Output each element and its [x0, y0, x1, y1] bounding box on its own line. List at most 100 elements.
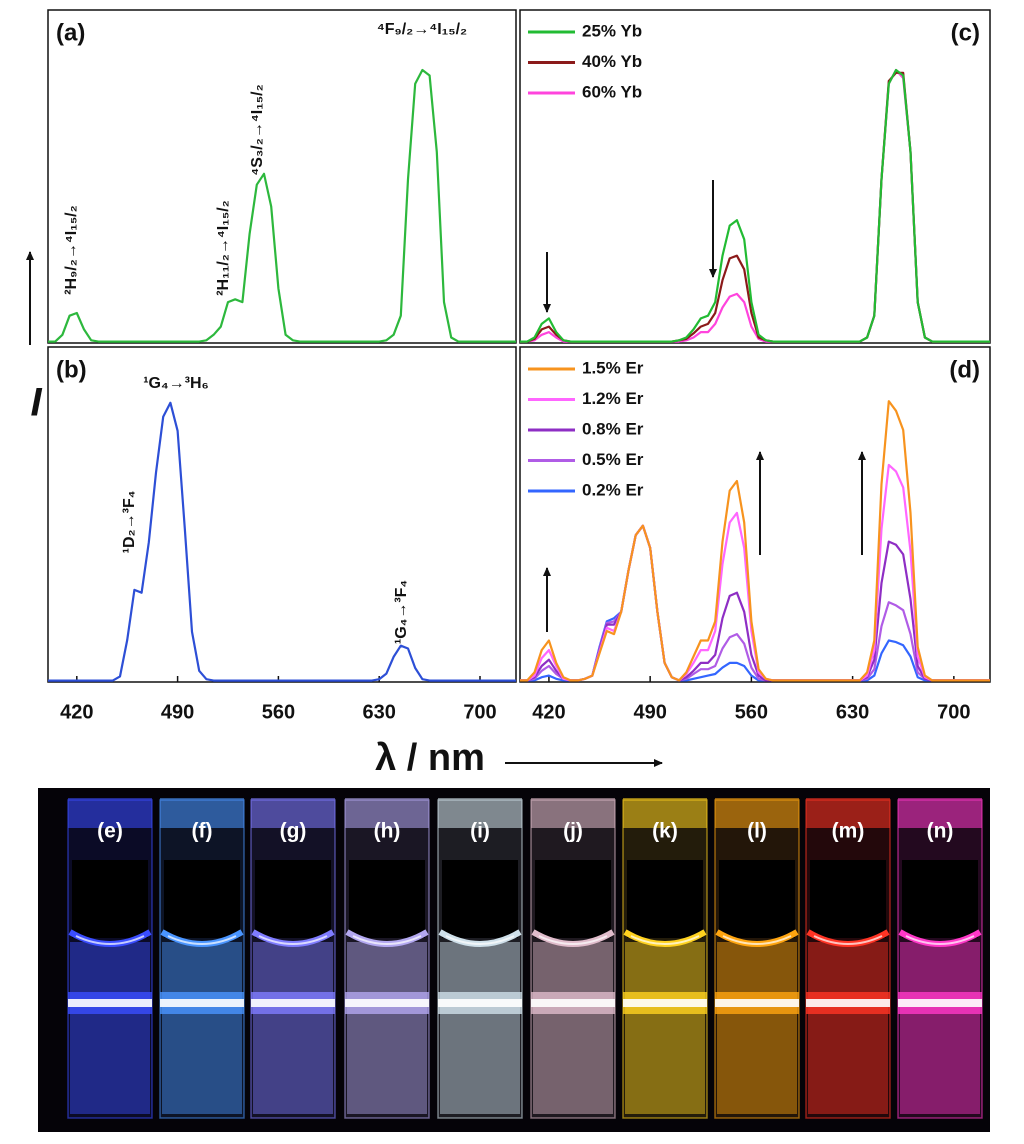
laser-line [68, 999, 152, 1007]
sample-label: (e) [97, 820, 123, 843]
sample-label: (f) [192, 820, 213, 843]
cuvette-liquid [253, 942, 333, 1114]
cuvette-cap [68, 798, 152, 828]
cuvette-air [719, 860, 795, 938]
cuvette-liquid [900, 942, 980, 1114]
cuvette-cap [345, 798, 429, 828]
sample-label: (i) [470, 820, 490, 843]
cuvette-body [159, 799, 245, 1119]
spectrum-line [48, 401, 516, 682]
cuvette-liquid [808, 942, 888, 1114]
legend-label: 1.5% Er [582, 358, 644, 377]
cuvette-cap [438, 798, 522, 828]
meniscus-highlight [905, 935, 975, 945]
panel-frame [519, 346, 991, 683]
spectrum-line [520, 68, 990, 343]
cuvette-air [810, 860, 886, 938]
cuvette-liquid [625, 942, 705, 1114]
y-axis-label: I [30, 381, 42, 425]
legend-label: 60% Yb [582, 82, 642, 101]
cuvette-liquid [533, 942, 613, 1114]
legend-label: 0.5% Er [582, 450, 644, 469]
x-tick-label: 420 [60, 701, 93, 723]
cuvette-cap [623, 798, 707, 828]
meniscus-highlight [722, 935, 792, 945]
meniscus-highlight [167, 935, 237, 945]
spectrum-line [520, 71, 990, 343]
panel-label: (a) [56, 19, 85, 46]
cuvette-body [250, 799, 336, 1119]
x-tick-label: 700 [463, 701, 496, 723]
cuvette-body [897, 799, 983, 1119]
spectrum-line [520, 400, 990, 682]
spectrum-line [48, 68, 516, 343]
cuvette-air [255, 860, 331, 938]
x-tick-label: 420 [532, 701, 565, 723]
panel-frame [47, 9, 517, 344]
transition-label: ¹G₄→³F₄ [393, 580, 410, 644]
sample-label: (m) [832, 820, 865, 843]
cuvette-body [714, 799, 800, 1119]
meniscus-highlight [258, 935, 328, 945]
transition-label: ¹G₄→³H₆ [143, 375, 209, 392]
x-tick-label: 560 [262, 701, 295, 723]
cuvette-cap [806, 798, 890, 828]
cuvette-liquid [347, 942, 427, 1114]
cuvette-air [164, 860, 240, 938]
cuvette-air [442, 860, 518, 938]
transition-label: ²H₁₁/₂→⁴I₁₅/₂ [215, 200, 232, 296]
cuvette-cap [251, 798, 335, 828]
legend-label: 40% Yb [582, 52, 642, 71]
cuvette-air [535, 860, 611, 938]
cuvette-body [344, 799, 430, 1119]
transition-label: ⁴F₉/₂→⁴I₁₅/₂ [377, 21, 467, 38]
cuvette-liquid [440, 942, 520, 1114]
legend-label: 0.8% Er [582, 419, 644, 438]
x-tick-label: 630 [363, 701, 396, 723]
x-tick-label: 700 [937, 701, 970, 723]
transition-label: ⁴S₃/₂→⁴I₁₅/₂ [249, 84, 266, 175]
cuvette-air [627, 860, 703, 938]
cuvette-air [902, 860, 978, 938]
panel-frame [519, 9, 991, 344]
panel-label: (d) [949, 356, 980, 383]
cuvette-cap [160, 798, 244, 828]
cuvette-body [67, 799, 153, 1119]
cuvette-air [349, 860, 425, 938]
sample-label: (j) [563, 820, 583, 843]
cuvette-cap [531, 798, 615, 828]
sample-label: (h) [374, 820, 401, 843]
laser-line [438, 999, 522, 1007]
panel-frame [47, 346, 517, 683]
laser-line [898, 999, 982, 1007]
legend-label: 25% Yb [582, 21, 642, 40]
laser-line [345, 999, 429, 1007]
laser-line [531, 999, 615, 1007]
laser-line [623, 999, 707, 1007]
transition-label: ²H₉/₂→⁴I₁₅/₂ [63, 205, 80, 295]
photo-background [38, 788, 990, 1132]
x-tick-label: 490 [633, 701, 666, 723]
legend-label: 1.2% Er [582, 389, 644, 408]
x-tick-label: 560 [735, 701, 768, 723]
x-tick-label: 630 [836, 701, 869, 723]
meniscus-highlight [352, 935, 422, 945]
meniscus-highlight [445, 935, 515, 945]
transition-label: ¹D₂→³F₄ [121, 491, 138, 554]
sample-label: (k) [652, 820, 678, 843]
cuvette-cap [898, 798, 982, 828]
x-tick-label: 490 [161, 701, 194, 723]
spectrum-line [520, 68, 990, 343]
laser-line [806, 999, 890, 1007]
cuvette-liquid [70, 942, 150, 1114]
laser-line [160, 999, 244, 1007]
panel-label: (c) [951, 19, 980, 46]
meniscus-highlight [75, 935, 145, 945]
sample-label: (n) [927, 820, 954, 843]
cuvette-air [72, 860, 148, 938]
meniscus-highlight [538, 935, 608, 945]
sample-label: (l) [747, 820, 767, 843]
meniscus-highlight [630, 935, 700, 945]
